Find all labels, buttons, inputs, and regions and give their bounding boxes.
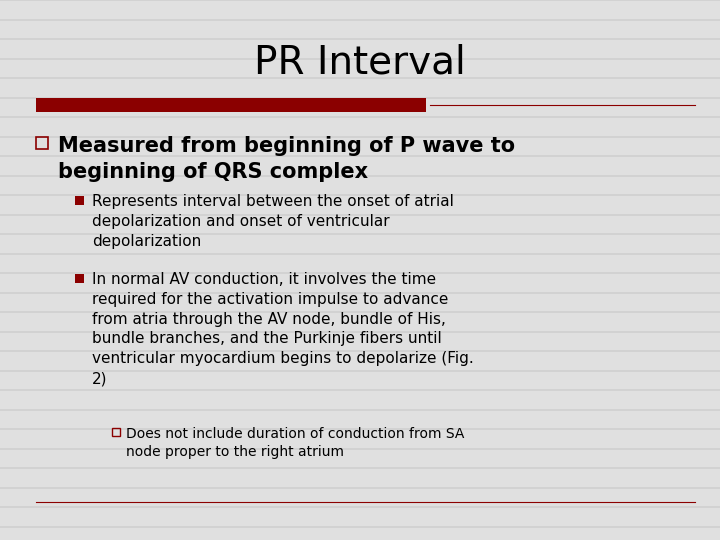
Text: PR Interval: PR Interval — [254, 43, 466, 81]
Bar — [75, 196, 84, 205]
Bar — [75, 274, 84, 283]
Bar — [112, 428, 120, 436]
Text: Represents interval between the onset of atrial
depolarization and onset of vent: Represents interval between the onset of… — [92, 194, 454, 248]
Text: Measured from beginning of P wave to
beginning of QRS complex: Measured from beginning of P wave to beg… — [58, 136, 515, 181]
Text: In normal AV conduction, it involves the time
required for the activation impuls: In normal AV conduction, it involves the… — [92, 272, 474, 386]
Bar — [36, 98, 426, 112]
Text: Does not include duration of conduction from SA
node proper to the right atrium: Does not include duration of conduction … — [126, 427, 464, 460]
Bar — [36, 137, 48, 149]
